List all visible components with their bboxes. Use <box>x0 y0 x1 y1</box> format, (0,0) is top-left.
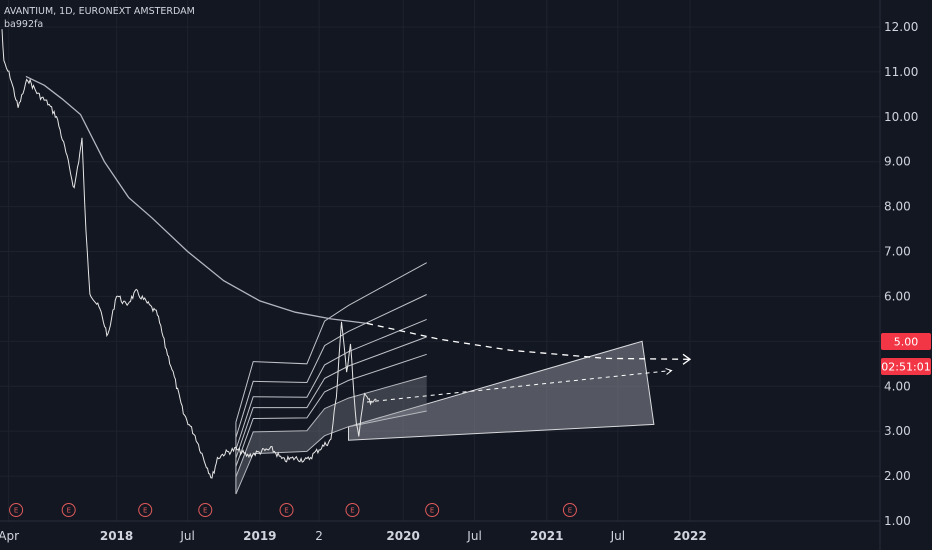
channel-shaded-band <box>235 376 427 495</box>
price-tick-label: 4.00 <box>884 379 911 393</box>
channel-level-line <box>235 410 427 495</box>
date-tick-label: 2018 <box>100 529 133 543</box>
channel-level-line <box>235 318 427 450</box>
countdown-badge-value: 02:51:01 <box>881 361 930 374</box>
price-tick-label: 1.00 <box>884 514 911 528</box>
price-line <box>1 29 377 479</box>
earnings-marker[interactable] <box>425 503 440 517</box>
projection-fan <box>348 340 655 441</box>
earnings-marker[interactable] <box>61 503 76 517</box>
price-tick-label: 10.00 <box>884 110 918 124</box>
earnings-marker[interactable] <box>279 503 294 517</box>
date-tick-label: 2021 <box>530 529 563 543</box>
earnings-marker-label: E <box>350 507 354 515</box>
earnings-marker[interactable] <box>562 503 577 517</box>
script-tag: ba992fa <box>4 19 43 30</box>
channel-level-line <box>235 294 427 438</box>
date-tick-label: Jul <box>179 529 194 543</box>
chart-title: AVANTIUM, 1D, EURONEXT AMSTERDAM <box>4 6 195 17</box>
date-tick-label: 2019 <box>243 529 276 543</box>
countdown-badge-bg <box>881 358 931 375</box>
channel-level-line <box>235 375 427 478</box>
price-badge: 5.00 02:51:01 <box>881 333 931 375</box>
date-tick-label: Jul <box>610 529 625 543</box>
time-axis-ticks: Apr 2018 Jul 2019 2 2020 Jul 2021 Jul 2022 <box>0 529 707 543</box>
earnings-marker-label: E <box>568 507 572 515</box>
price-tick-label: 7.00 <box>884 245 911 259</box>
regression-channel <box>235 262 427 495</box>
price-tick-label: 11.00 <box>884 65 918 79</box>
date-tick-label: Jul <box>466 529 481 543</box>
price-axis[interactable] <box>880 0 932 550</box>
price-tick-label: 2.00 <box>884 469 911 483</box>
price-tick-label: 9.00 <box>884 155 911 169</box>
price-axis-ticks: 12.00 11.00 10.00 9.00 8.00 7.00 6.00 5.00 4.00 3… <box>884 20 918 528</box>
earnings-marker-label: E <box>430 507 434 515</box>
earnings-marker-label: E <box>284 507 288 515</box>
channel-level-line <box>235 262 427 423</box>
series-layer <box>1 29 692 479</box>
channel-level-line <box>235 336 427 459</box>
moving-average-line <box>25 75 368 325</box>
projection-fan-polygon <box>348 340 655 441</box>
ma-projection-arrowhead <box>682 353 692 365</box>
price-tick-label: 8.00 <box>884 200 911 214</box>
price-tick-label: 12.00 <box>884 20 918 34</box>
channel-level-line <box>235 353 427 467</box>
earnings-marker-label: E <box>143 507 147 515</box>
price-badge-value: 5.00 <box>894 336 919 349</box>
earnings-marker[interactable] <box>138 503 153 517</box>
moving-average-projection <box>366 322 691 360</box>
date-tick-label: 2022 <box>673 529 706 543</box>
grid-lines <box>0 0 880 522</box>
earnings-marker[interactable] <box>9 503 24 517</box>
earnings-marker-label: E <box>203 507 207 515</box>
date-tick-label: 2 <box>315 529 323 543</box>
earnings-marker[interactable] <box>198 503 213 517</box>
date-tick-label: Apr <box>0 529 19 543</box>
price-badge-bg <box>881 333 931 350</box>
price-tick-label: 3.00 <box>884 424 911 438</box>
trend-projection-arrowhead <box>665 368 673 375</box>
trend-projection-line <box>366 370 672 403</box>
date-tick-label: 2020 <box>386 529 419 543</box>
price-tick-label: 6.00 <box>884 289 911 303</box>
earnings-marker-label: E <box>66 507 70 515</box>
earnings-marker[interactable] <box>345 503 360 517</box>
earnings-marker-label: E <box>14 507 18 515</box>
